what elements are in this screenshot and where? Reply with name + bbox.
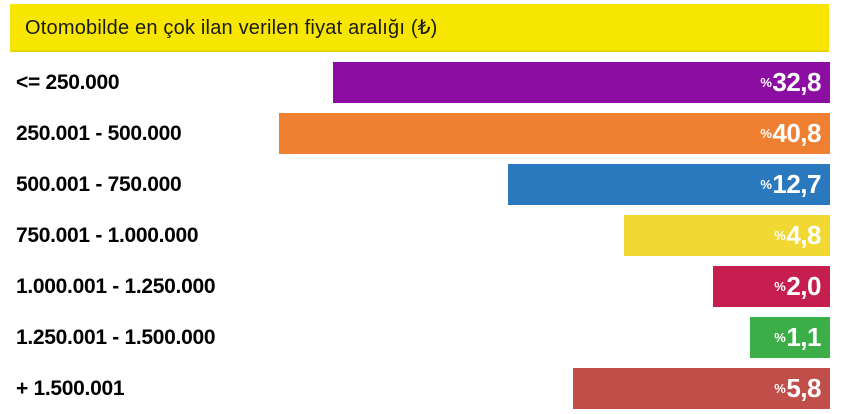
percent-value: 4,8 (786, 220, 821, 250)
value-label: %40,8 (760, 118, 821, 149)
bar: %1,1 (750, 317, 830, 358)
value-label: %12,7 (760, 169, 821, 200)
chart-title: Otomobilde en çok ilan verilen fiyat ara… (25, 16, 438, 39)
percent-sign: % (774, 279, 786, 294)
category-label: 1.250.001 - 1.500.000 (16, 326, 216, 349)
bar: %5,8 (573, 368, 830, 409)
percent-value: 12,7 (772, 169, 821, 199)
bar-row: 1.250.001 - 1.500.000 %1,1 (0, 312, 850, 363)
percent-sign: % (760, 177, 772, 192)
bar-row: 250.001 - 500.000 %40,8 (0, 108, 850, 159)
percent-value: 2,0 (786, 271, 821, 301)
category-label: 1.000.001 - 1.250.000 (16, 275, 216, 298)
category-label: + 1.500.001 (16, 377, 125, 400)
value-label: %4,8 (774, 220, 821, 251)
bar: %4,8 (624, 215, 830, 256)
category-label: <= 250.000 (16, 71, 120, 94)
value-label: %32,8 (760, 67, 821, 98)
bar: %2,0 (713, 266, 830, 307)
value-label: %5,8 (774, 373, 821, 404)
percent-sign: % (760, 126, 772, 141)
percent-sign: % (774, 330, 786, 345)
bar-row: 500.001 - 750.000 %12,7 (0, 159, 850, 210)
percent-value: 1,1 (786, 322, 821, 352)
chart-title-banner: Otomobilde en çok ilan verilen fiyat ara… (10, 4, 829, 52)
bar: %12,7 (508, 164, 830, 205)
bar-rows: <= 250.000 %32,8 250.001 - 500.000 %40,8… (0, 57, 850, 414)
category-label: 500.001 - 750.000 (16, 173, 182, 196)
percent-sign: % (774, 381, 786, 396)
bar-row: + 1.500.001 %5,8 (0, 363, 850, 414)
price-range-bar-chart: Otomobilde en çok ilan verilen fiyat ara… (10, 4, 830, 409)
category-label: 750.001 - 1.000.000 (16, 224, 199, 247)
value-label: %2,0 (774, 271, 821, 302)
bar-row: 750.001 - 1.000.000 %4,8 (0, 210, 850, 261)
percent-sign: % (760, 75, 772, 90)
bar-row: 1.000.001 - 1.250.000 %2,0 (0, 261, 850, 312)
percent-value: 32,8 (772, 67, 821, 97)
value-label: %1,1 (774, 322, 821, 353)
percent-value: 40,8 (772, 118, 821, 148)
category-label: 250.001 - 500.000 (16, 122, 182, 145)
bar-row: <= 250.000 %32,8 (0, 57, 850, 108)
percent-sign: % (774, 228, 786, 243)
bar: %32,8 (333, 62, 830, 103)
bar: %40,8 (279, 113, 830, 154)
percent-value: 5,8 (786, 373, 821, 403)
